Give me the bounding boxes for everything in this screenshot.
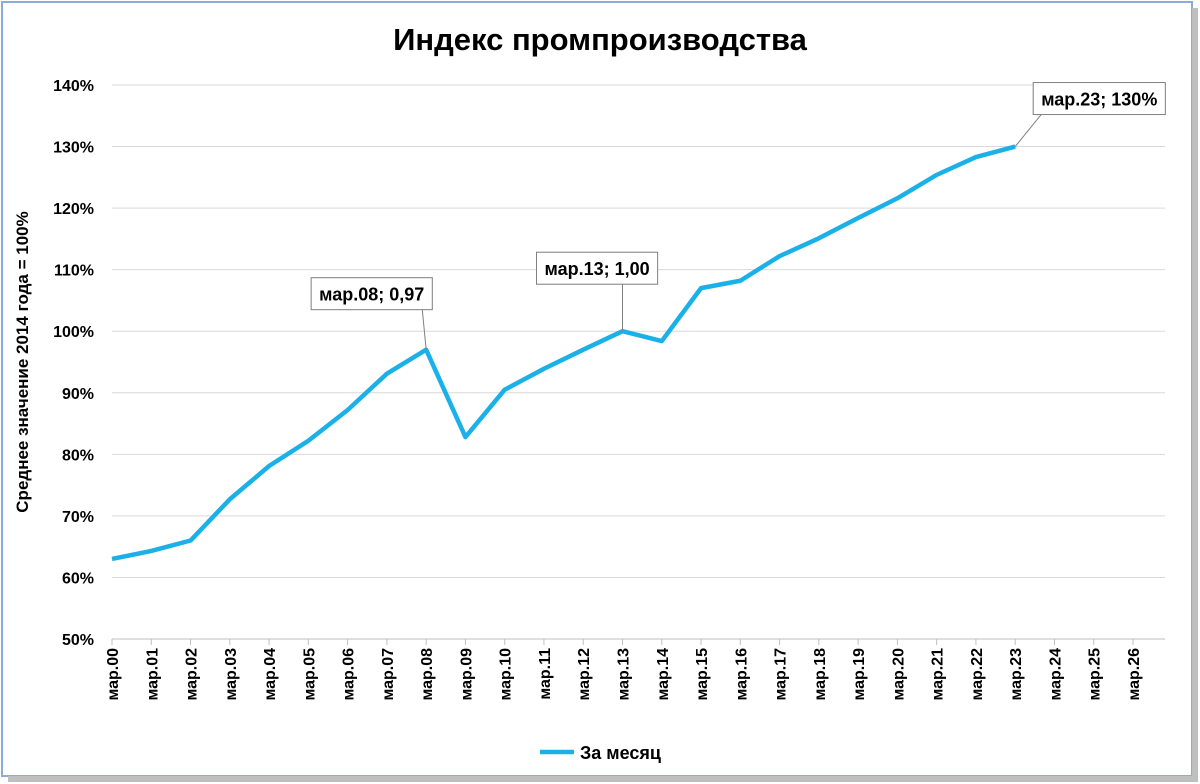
y-axis-label: Среднее значение 2014 года = 100%: [13, 211, 32, 512]
x-tick-label: мар.11: [537, 648, 554, 700]
x-tick-label: мар.09: [458, 648, 475, 701]
y-tick-label: 130%: [53, 140, 94, 157]
leader-line: [421, 309, 427, 350]
data-label-box: [536, 251, 659, 285]
x-tick-label: мар.26: [1126, 648, 1143, 701]
shadow: [1192, 8, 1198, 778]
y-tick-label: 80%: [62, 447, 94, 464]
x-tick-label: мар.01: [144, 648, 161, 701]
chart-title: Индекс промпроизводства: [393, 22, 808, 57]
x-tick-label: мар.10: [498, 648, 515, 701]
series-line: [111, 144, 1016, 562]
x-tick-label: мар.20: [890, 648, 907, 701]
x-tick-label: мар.17: [773, 648, 790, 701]
legend-label: За месяц: [580, 743, 661, 763]
leader-line: [1014, 114, 1042, 147]
x-tick-label: мар.25: [1087, 648, 1104, 701]
x-tick-label: мар.23: [1008, 648, 1025, 701]
x-tick-label: мар.00: [105, 648, 122, 701]
x-tick-label: мар.13: [616, 648, 633, 701]
data-label: мар.13; 1,00: [545, 259, 650, 279]
x-tick-label: мар.06: [341, 648, 358, 701]
x-tick-label: мар.12: [576, 648, 593, 701]
data-label: мар.08; 0,97: [319, 285, 424, 305]
x-tick-label: мар.21: [930, 648, 947, 701]
x-tick-label: мар.07: [380, 648, 397, 701]
shadow: [8, 776, 1198, 782]
data-label-box: [1032, 82, 1166, 116]
y-tick-label: 50%: [62, 632, 94, 649]
x-tick-label: мар.14: [655, 648, 672, 701]
x-tick-label: мар.22: [969, 648, 986, 701]
y-tick-label: 110%: [54, 263, 94, 280]
x-tick-label: мар.03: [223, 648, 240, 701]
x-tick-label: мар.05: [301, 648, 318, 701]
data-label-box: [310, 277, 433, 311]
x-tick-label: мар.18: [812, 648, 829, 701]
y-tick-label: 100%: [53, 324, 94, 341]
y-tick-label: 90%: [62, 386, 94, 403]
x-tick-label: мар.16: [733, 648, 750, 701]
y-tick-label: 70%: [62, 509, 94, 526]
x-tick-label: мар.19: [851, 648, 868, 701]
y-tick-label: 120%: [53, 201, 94, 218]
x-tick-label: мар.15: [694, 648, 711, 701]
x-tick-label: мар.24: [1047, 648, 1064, 701]
y-tick-label: 60%: [62, 570, 94, 587]
x-tick-label: мар.08: [419, 648, 436, 701]
x-tick-label: мар.02: [184, 648, 201, 701]
data-label: мар.23; 130%: [1041, 90, 1157, 110]
x-tick-label: мар.04: [262, 648, 279, 701]
y-tick-label: 140%: [53, 78, 94, 95]
